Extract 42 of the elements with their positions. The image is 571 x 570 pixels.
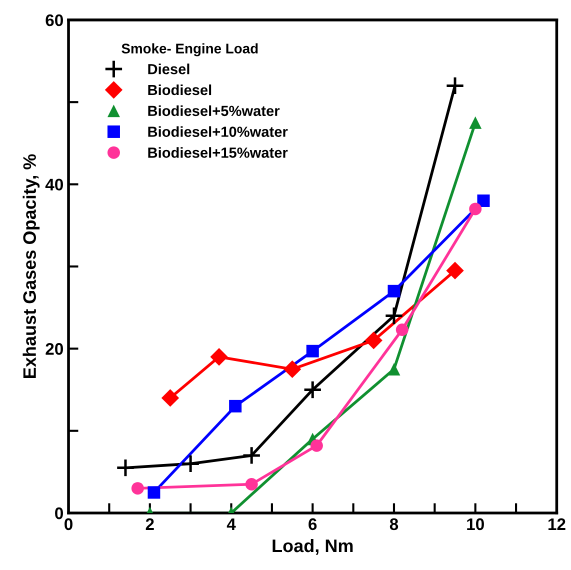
legend-title: Smoke- Engine Load <box>122 43 258 56</box>
x-tick-label: 0 <box>64 518 72 530</box>
point <box>364 332 382 350</box>
point <box>445 76 465 96</box>
point <box>161 389 180 407</box>
x-tick-label: 2 <box>146 518 154 530</box>
y-tick-label: 40 <box>45 178 63 191</box>
point <box>396 324 408 336</box>
point <box>131 482 144 495</box>
legend-label: Biodiesel <box>148 84 212 96</box>
legend-label: Biodiesel+5%water <box>148 105 280 116</box>
legend-label: Biodiesel+15%water <box>148 147 288 158</box>
point <box>148 486 160 499</box>
legend-label: Biodiesel+10%water <box>148 126 288 137</box>
point <box>303 380 322 400</box>
point <box>388 362 400 376</box>
x-tick-label: 12 <box>548 518 566 530</box>
point <box>469 202 482 216</box>
point <box>469 116 482 129</box>
point <box>210 348 228 366</box>
legend-label: Diesel <box>148 64 190 74</box>
x-tick-label: 10 <box>467 518 484 530</box>
point <box>180 454 200 474</box>
point <box>306 344 319 358</box>
point <box>283 360 302 378</box>
y-axis-title: Exhaust Gases Opacity, % <box>22 154 40 378</box>
x-axis-title: Load, Nm <box>272 538 353 555</box>
point <box>229 400 242 412</box>
point <box>388 284 400 298</box>
x-tick-label: 8 <box>390 518 398 530</box>
point <box>242 446 262 466</box>
point <box>116 458 136 478</box>
x-tick-label: 6 <box>308 518 317 530</box>
point <box>245 478 258 490</box>
y-tick-label: 60 <box>46 14 63 26</box>
y-tick-label: 0 <box>55 507 63 520</box>
point <box>384 306 404 326</box>
x-tick-label: 4 <box>226 518 236 530</box>
point <box>446 262 464 280</box>
point <box>310 439 323 452</box>
y-tick-label: 20 <box>46 343 63 355</box>
point <box>477 194 490 207</box>
